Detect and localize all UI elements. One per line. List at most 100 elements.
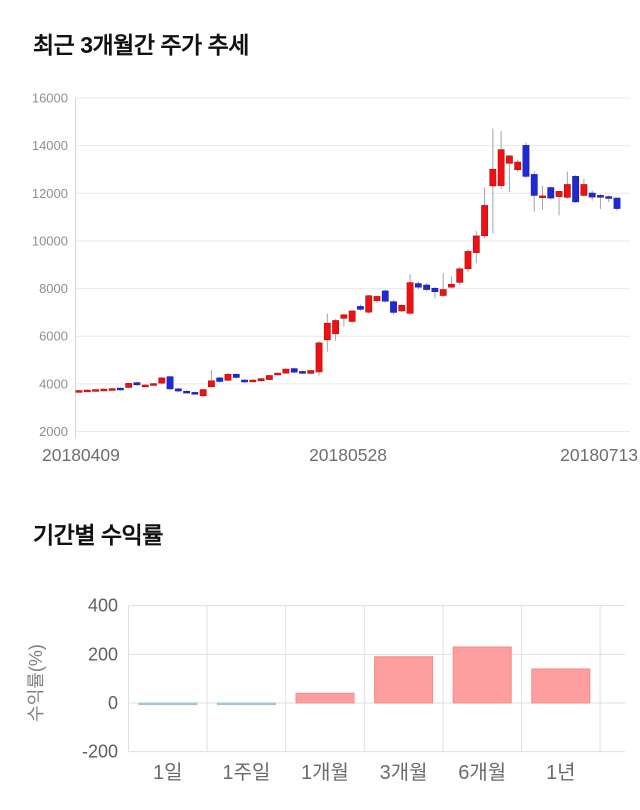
returns-y-tick-label: 200 (88, 644, 118, 664)
candle-down (588, 190, 596, 201)
candle-up (92, 389, 99, 392)
candle-down (191, 391, 199, 395)
candle-body (224, 374, 232, 381)
candle-body (464, 251, 472, 270)
candle-down (547, 186, 555, 200)
candle-body (158, 377, 166, 384)
candle-body (539, 195, 546, 199)
candle-up (448, 276, 455, 289)
returns-bar (452, 646, 512, 704)
candle-down (597, 194, 604, 210)
candle-down (572, 175, 580, 204)
candle-body (580, 184, 588, 196)
candle-body (133, 382, 141, 386)
returns-bar (531, 668, 591, 704)
candle-up (539, 185, 546, 210)
price-y-tick-label: 6000 (39, 329, 68, 344)
price-chart-title: 최근 3개월간 주가 추세 (33, 32, 249, 58)
candle-body (307, 370, 315, 374)
candle-body (431, 288, 439, 292)
candle-down (431, 286, 439, 299)
candle-up (224, 373, 232, 381)
candle-body (216, 377, 224, 382)
candle-body (390, 301, 397, 313)
returns-category-label: 1년 (546, 761, 576, 784)
price-x-tick-label: 20180713 (560, 445, 638, 465)
candle-body (381, 290, 389, 302)
candlestick-chart: 16000 14000 12000 10000 8000 6000 4000 2000 2018… (32, 91, 638, 466)
candle-up (75, 390, 83, 393)
price-y-tick-label: 16000 (32, 91, 68, 106)
candle-down (605, 195, 613, 202)
candle-up (514, 159, 522, 172)
price-y-tick-label: 4000 (39, 376, 68, 391)
candle-body (116, 387, 124, 391)
candle-up (340, 313, 348, 327)
returns-bar-chart: 400 200 0 -200 1일 1주일 1개월 3개월 6개월 1년 수익률(%) (26, 596, 625, 784)
returns-category-label: 1개월 (301, 761, 349, 784)
candle-body (505, 155, 513, 164)
candle-body (141, 384, 149, 388)
candle-up (249, 379, 257, 383)
candle-body (522, 145, 530, 177)
price-x-tick-label: 20180409 (42, 445, 120, 465)
candle-body (340, 314, 348, 319)
candle-up (125, 382, 133, 388)
candle-down (613, 197, 621, 211)
candle-body (563, 184, 571, 198)
price-x-tick-label: 20180528 (309, 445, 387, 465)
candle-body (348, 310, 356, 322)
candle-body (75, 390, 83, 393)
candle-up (282, 368, 290, 374)
price-y-tick-label: 2000 (39, 424, 68, 439)
candle-body (547, 187, 555, 199)
candle-down (241, 379, 248, 384)
returns-bar (216, 702, 276, 706)
returns-category-label: 1주일 (222, 761, 270, 784)
candle-body (448, 283, 455, 288)
candle-body (290, 368, 298, 373)
candle-up (323, 313, 331, 352)
candle-up (100, 388, 108, 392)
candle-down (530, 171, 538, 213)
candle-down (183, 390, 190, 394)
candle-body (257, 378, 265, 382)
candle-body (613, 197, 621, 209)
candle-body (241, 379, 248, 383)
candle-body (423, 284, 431, 290)
candle-body (282, 368, 290, 374)
price-y-tick-label: 14000 (32, 138, 68, 153)
candle-up (580, 178, 588, 197)
candle-down (232, 373, 240, 379)
candle-body (572, 176, 580, 203)
candle-down (290, 367, 298, 374)
returns-y-tick-label: 400 (88, 596, 118, 616)
returns-y-axis-title: 수익률(%) (26, 644, 46, 722)
candle-body (605, 196, 613, 199)
candle-up (555, 190, 563, 216)
candle-body (588, 192, 596, 198)
candle-up (464, 249, 472, 272)
candle-body (299, 371, 306, 374)
candle-body (365, 295, 373, 313)
candle-down (357, 304, 364, 311)
candle-body (183, 390, 190, 394)
candle-down (116, 387, 124, 391)
candle-body (489, 168, 497, 187)
candle-body (208, 380, 215, 388)
candle-up (150, 383, 157, 386)
candle-up (307, 369, 315, 375)
candle-up (83, 389, 91, 393)
candle-body (274, 372, 282, 376)
candle-up (332, 319, 339, 341)
candle-body (315, 342, 323, 373)
returns-category-label: 6개월 (458, 761, 506, 784)
candle-up (489, 128, 497, 234)
price-y-tick-label: 8000 (39, 281, 68, 296)
candle-body (265, 375, 273, 380)
candle-body (398, 304, 406, 312)
candle-body (439, 289, 447, 296)
candle-up (406, 274, 414, 315)
candle-up (439, 272, 447, 297)
candle-up (472, 231, 480, 264)
